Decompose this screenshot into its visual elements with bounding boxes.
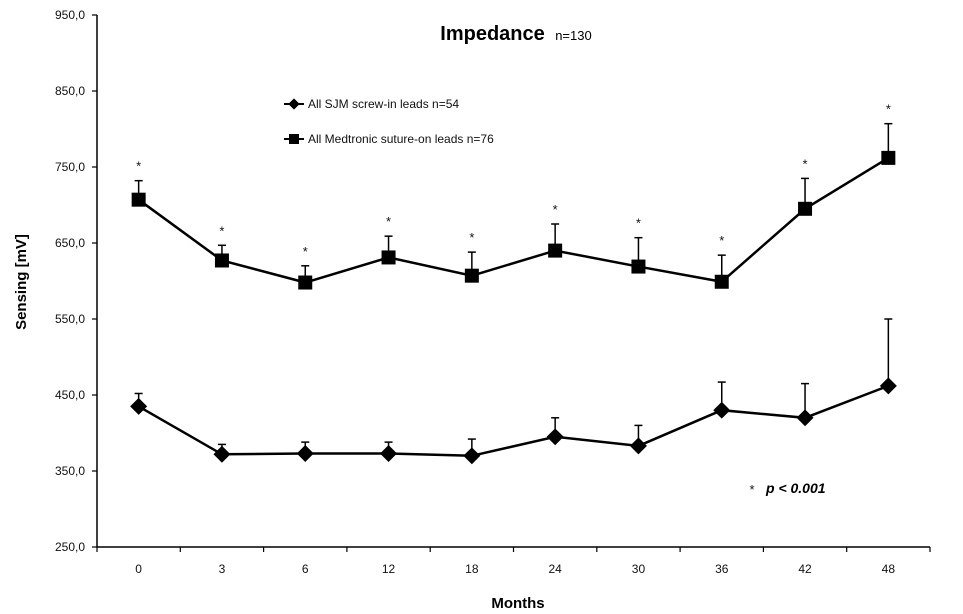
x-tick-label: 6: [302, 562, 309, 576]
y-axis-title: Sensing [mV]: [13, 234, 30, 330]
chart-title: Impedance n=130: [440, 23, 591, 45]
y-axis: 250,0 350,0 450,0 550,0 650,0 750,0 850,0 950,0: [55, 8, 98, 554]
data-point-square: [131, 192, 146, 207]
legend-item-medtronic: All Medtronic suture-on leads n=76: [284, 132, 494, 146]
legend-label-sjm: All SJM screw-in leads n=54: [308, 97, 459, 111]
legend-diamond-marker: [288, 98, 300, 110]
y-tick-label: 750,0: [55, 160, 85, 174]
y-tick-label: 450,0: [55, 388, 85, 402]
x-tick-label: 36: [715, 562, 729, 576]
data-point-diamond: [213, 445, 231, 463]
data-point-square: [714, 274, 729, 289]
annotation-star: *: [749, 482, 754, 497]
data-point-diamond: [713, 401, 731, 419]
annotation-text: p < 0.001: [765, 480, 826, 496]
data-point-square: [464, 268, 479, 283]
x-tick-label: 48: [882, 562, 896, 576]
legend-label-medtronic: All Medtronic suture-on leads n=76: [308, 132, 494, 146]
x-tick-label: 42: [798, 562, 812, 576]
data-point-diamond: [629, 437, 647, 455]
y-tick-label: 650,0: [55, 236, 85, 250]
data-point-diamond: [296, 445, 314, 463]
x-tick-label: 24: [548, 562, 562, 576]
legend-item-sjm: All SJM screw-in leads n=54: [284, 97, 459, 111]
x-tick-label: 18: [465, 562, 479, 576]
data-point-square: [798, 201, 813, 216]
significance-star: *: [719, 233, 724, 248]
y-tick-label: 850,0: [55, 84, 85, 98]
legend: All SJM screw-in leads n=54 All Medtroni…: [284, 97, 494, 146]
data-points: [130, 150, 897, 465]
significance-stars: * * * * * * * * * *: [136, 102, 891, 259]
data-point-square: [631, 259, 646, 274]
significance-star: *: [303, 244, 308, 259]
significance-star: *: [636, 216, 641, 231]
series-line-sjm: [138, 384, 889, 458]
x-tick-label: 12: [382, 562, 396, 576]
data-point-square: [548, 243, 563, 258]
series-line-medtronic: [137, 156, 890, 284]
y-tick-label: 950,0: [55, 8, 85, 22]
significance-star: *: [469, 230, 474, 245]
data-point-diamond: [463, 447, 481, 465]
data-point-square: [881, 150, 896, 165]
error-bars: [134, 122, 893, 456]
chart-title-main: Impedance: [440, 23, 544, 45]
chart-title-suffix: n=130: [555, 28, 592, 43]
significance-annotation: * p < 0.001: [749, 480, 825, 497]
x-axis: 0 3 6 12 18 24 30 36 42 48: [96, 546, 931, 576]
x-tick-label: 0: [135, 562, 142, 576]
data-point-square: [214, 253, 229, 268]
significance-star: *: [553, 202, 558, 217]
data-point-square: [298, 275, 313, 290]
x-tick-label: 3: [219, 562, 226, 576]
significance-star: *: [219, 223, 224, 238]
x-tick-label: 30: [632, 562, 646, 576]
y-tick-label: 550,0: [55, 312, 85, 326]
significance-star: *: [386, 214, 391, 229]
x-axis-title: Months: [491, 595, 544, 612]
data-point-square: [381, 250, 396, 265]
y-tick-label: 250,0: [55, 540, 85, 554]
significance-star: *: [136, 159, 141, 174]
significance-star: *: [886, 102, 891, 117]
series-lines: [137, 156, 890, 458]
data-point-diamond: [380, 445, 398, 463]
y-tick-label: 350,0: [55, 464, 85, 478]
legend-square-marker: [289, 134, 299, 144]
data-point-diamond: [130, 397, 148, 415]
data-point-diamond: [796, 409, 814, 427]
data-point-diamond: [879, 377, 897, 395]
significance-star: *: [803, 156, 808, 171]
data-point-diamond: [546, 428, 564, 446]
